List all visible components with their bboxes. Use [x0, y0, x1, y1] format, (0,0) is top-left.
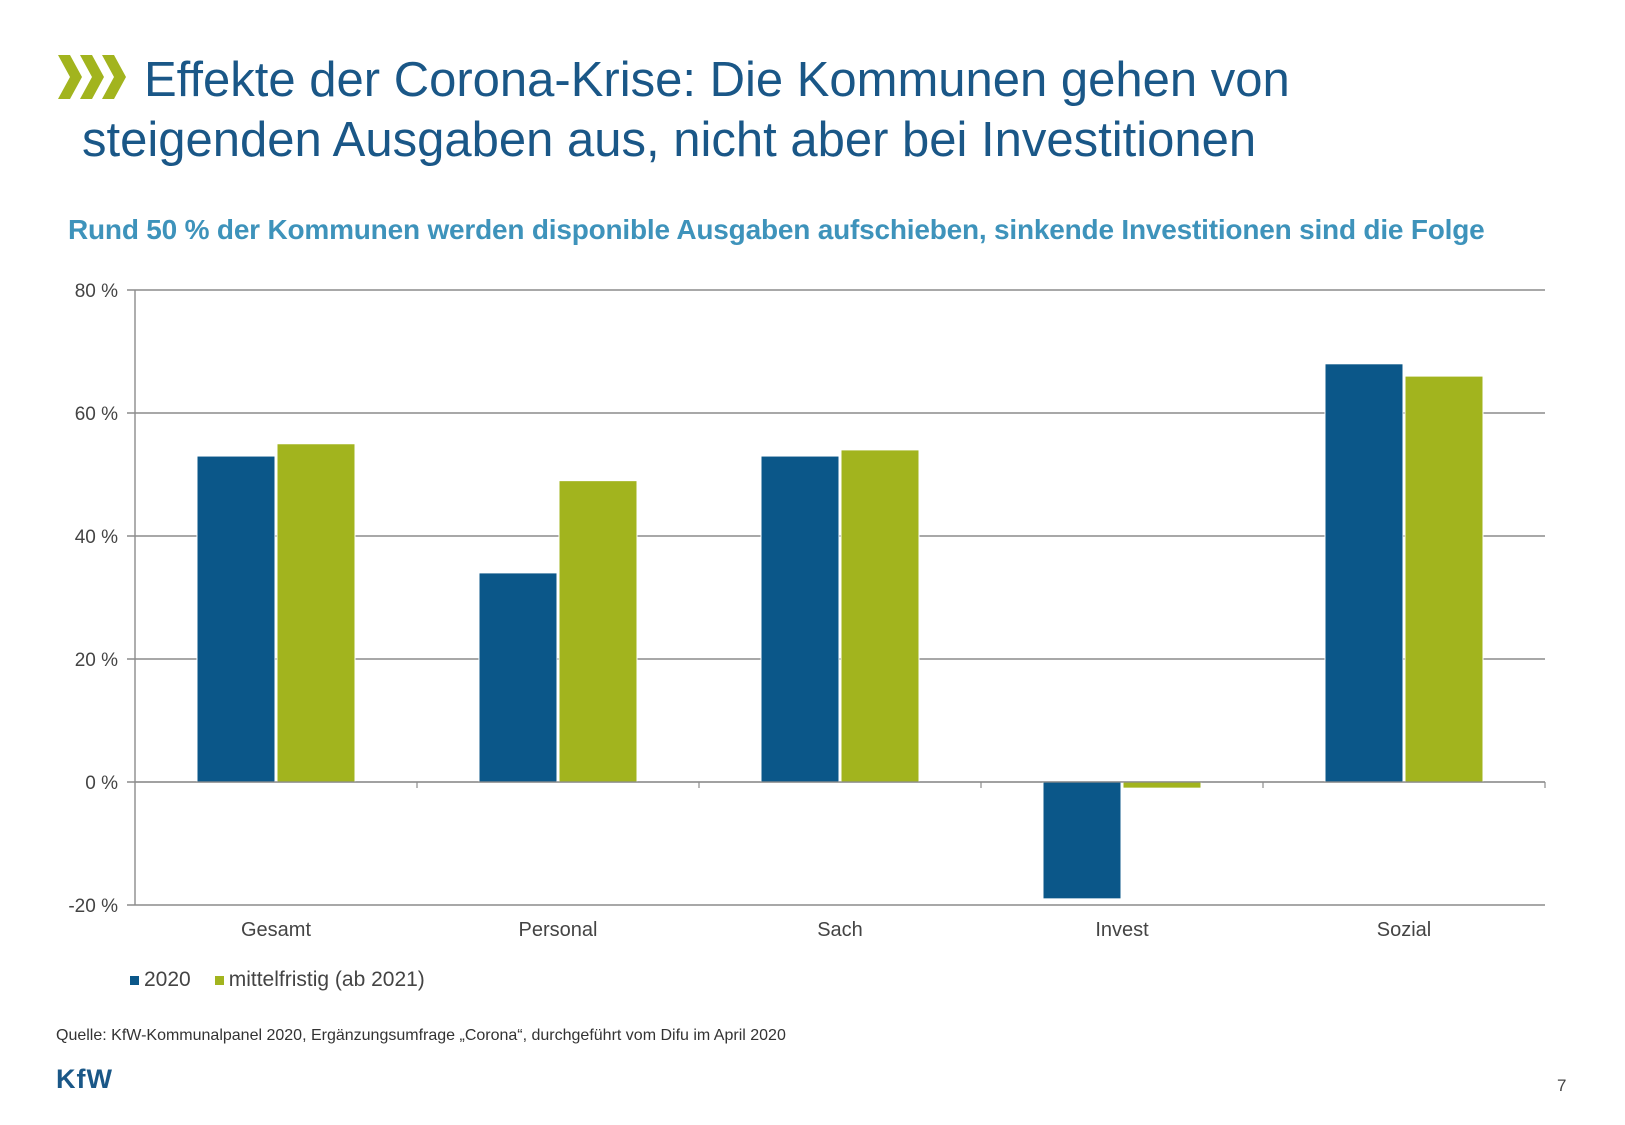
y-tick-label: 20 % — [75, 650, 118, 671]
x-tick-label: Invest — [1095, 919, 1149, 941]
legend-item-mittelfristig: mittelfristig (ab 2021) — [214, 968, 425, 992]
y-tick-label: 80 % — [75, 281, 118, 302]
bar-sozial-mittelfristig — [1404, 375, 1484, 783]
y-tick-label: 40 % — [75, 527, 118, 548]
chart-subtitle: Rund 50 % der Kommunen werden disponible… — [68, 214, 1485, 245]
chart-legend: 2020 mittelfristig (ab 2021) — [130, 968, 425, 992]
kfw-logo: KfW — [56, 1064, 124, 1095]
y-tick-label: -20 % — [68, 896, 118, 917]
title-line-2: steigenden Ausgaben aus, nicht aber bei … — [82, 112, 1257, 167]
legend-swatch-mittelfristig — [214, 975, 224, 985]
y-tick-label: 60 % — [75, 404, 118, 425]
bar-sach-mittelfristig — [840, 449, 920, 783]
bar-personal-mittelfristig — [558, 480, 638, 783]
x-tick-label: Personal — [519, 919, 598, 941]
x-tick-label: Sozial — [1377, 919, 1431, 941]
x-tick-label: Sach — [817, 919, 863, 941]
legend-label-mittelfristig: mittelfristig (ab 2021) — [228, 968, 425, 991]
bar-invest-2020 — [1042, 781, 1122, 900]
kfw-logo-text: KfW — [56, 1066, 113, 1090]
slide-title: Effekte der Corona-Krise: Die Kommunen g… — [58, 52, 1558, 169]
bar-chart: -20 % 0 % 20 % 40 % 60 % 80 % Gesamt Personal Sa… — [68, 281, 1546, 941]
title-line-1: Effekte der Corona-Krise: Die Kommunen g… — [144, 53, 1290, 107]
source-note: Quelle: KfW-Kommunalpanel 2020, Ergänzun… — [56, 1027, 786, 1044]
x-tick-label: Gesamt — [241, 919, 311, 941]
bar-sozial-2020 — [1324, 363, 1404, 783]
legend-item-2020: 2020 — [130, 968, 191, 992]
legend-swatch-2020 — [130, 975, 139, 985]
bar-sach-2020 — [760, 455, 840, 783]
bar-invest-mittelfristig — [1122, 781, 1202, 789]
bar-gesamt-2020 — [196, 455, 276, 783]
y-tick-label: 0 % — [85, 773, 118, 794]
bar-personal-2020 — [478, 572, 558, 783]
triple-chevron-right-icon — [58, 54, 130, 112]
bar-gesamt-mittelfristig — [276, 443, 356, 783]
legend-label-2020: 2020 — [144, 968, 191, 991]
page-number: 7 — [1557, 1076, 1567, 1095]
